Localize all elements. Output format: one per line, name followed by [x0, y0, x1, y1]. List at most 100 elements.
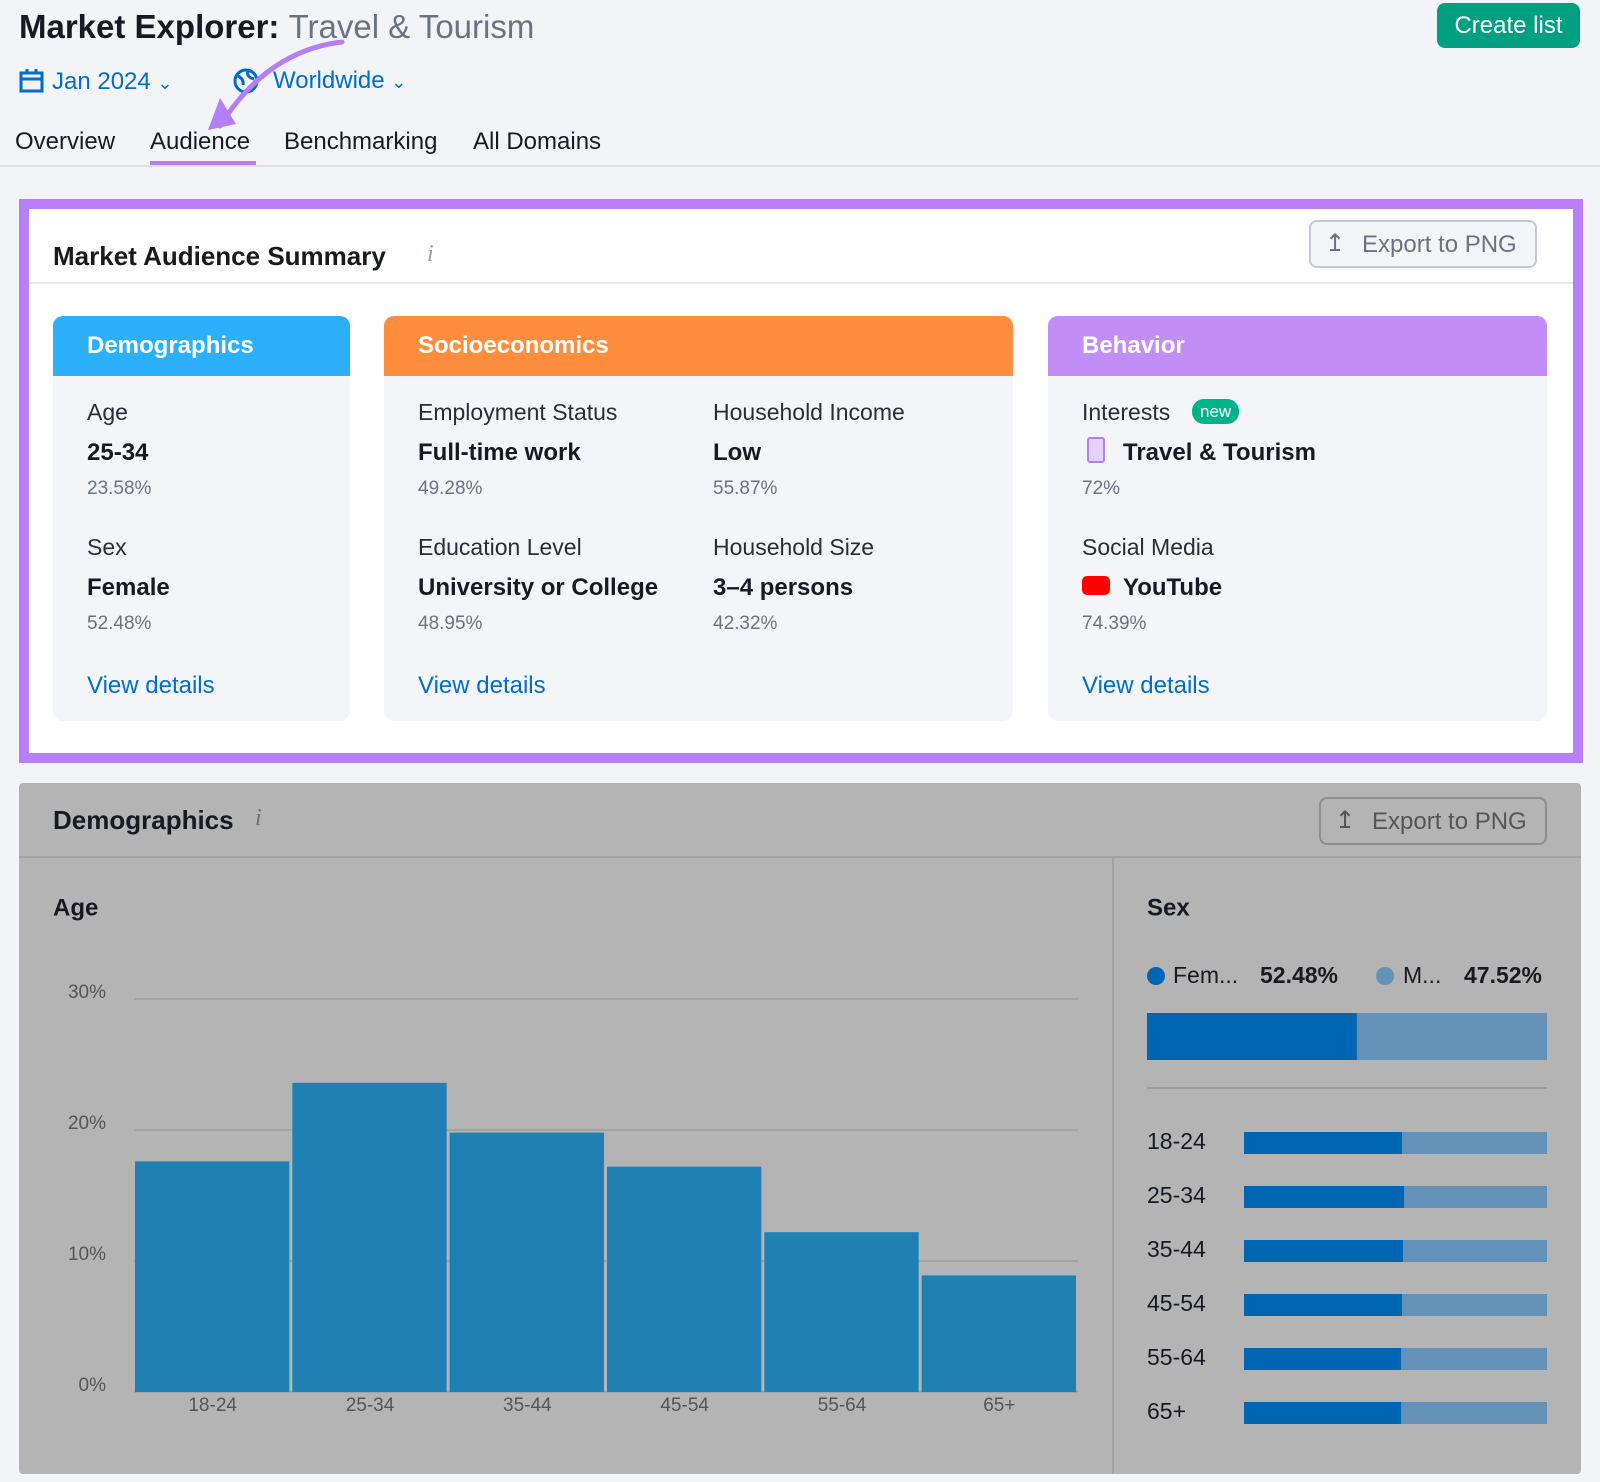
- row-bar-segment: [1401, 1348, 1547, 1370]
- row-label: 18-24: [1147, 1128, 1206, 1154]
- export-button[interactable]: ↥ Export to PNG: [1309, 220, 1537, 268]
- chart-title: Sex: [1147, 894, 1190, 921]
- row-bar-segment: [1244, 1402, 1402, 1424]
- row-bar-segment: [1404, 1186, 1547, 1208]
- info-icon: i: [427, 241, 434, 267]
- title-prefix: Market Explorer:: [19, 8, 280, 45]
- bar: [135, 1161, 290, 1392]
- info-icon: i: [255, 805, 262, 831]
- summary-panel: Market Audience Summary i ↥ Export to PNG…: [19, 199, 1583, 763]
- date: Jan 2024: [52, 68, 151, 95]
- row-label: 55-64: [1147, 1344, 1206, 1370]
- region-selector[interactable]: Worldwide ⌄: [273, 67, 407, 94]
- x-tick-label: 55-64: [818, 1395, 867, 1416]
- total-label: 52.48%: [1260, 962, 1338, 988]
- summary-card: Socioeconomics Employment Status Full-time…: [384, 316, 1013, 721]
- region: Worldwide: [273, 67, 385, 94]
- item-label: Sex: [87, 534, 127, 560]
- export-button[interactable]: ↥ Export to PNG: [1319, 797, 1547, 845]
- item-label: Education Level: [418, 534, 582, 560]
- row-bar-segment: [1244, 1294, 1403, 1316]
- item-label: Employment Status: [418, 399, 618, 425]
- card-title: Demographics: [53, 316, 350, 376]
- summary-card: Demographics Age 25-34 23.58% Sex Female 52.48…: [53, 316, 350, 721]
- x-tick-label: 18-24: [188, 1395, 237, 1416]
- item-label: Social Media: [1082, 534, 1214, 560]
- item-label: Household Income: [713, 399, 905, 425]
- summary-title: Market Audience Summary: [53, 241, 386, 271]
- page-title: Market Explorer: Travel & Tourism: [19, 10, 534, 43]
- chart-title: Age: [53, 894, 98, 921]
- row-bar-segment: [1244, 1240, 1404, 1262]
- tab[interactable]: Audience: [150, 128, 251, 155]
- row-bar-segment: [1401, 1402, 1547, 1424]
- card-title: Behavior: [1048, 316, 1547, 376]
- row-label: 35-44: [1147, 1236, 1206, 1262]
- item-value: YouTube: [1123, 574, 1223, 601]
- item-value: Female: [87, 574, 170, 601]
- x-tick-label: 45-54: [660, 1395, 709, 1416]
- item-value: 25-34: [87, 439, 149, 466]
- x-tick-label: 65+: [983, 1395, 1015, 1416]
- date-selector[interactable]: Jan 2024 ⌄: [52, 68, 173, 95]
- y-tick-label: 20%: [68, 1113, 106, 1134]
- item-value: University or College: [418, 574, 659, 601]
- item-percent: 48.95%: [418, 613, 483, 634]
- bar: [292, 1082, 447, 1392]
- divider: [19, 856, 1581, 858]
- item-value: Low: [713, 439, 761, 466]
- active-tab-underline: [150, 161, 256, 165]
- item-label: Household Size: [713, 534, 875, 560]
- export-label: Export to PNG: [1362, 231, 1517, 258]
- view-details-link[interactable]: View details: [418, 672, 546, 699]
- tab[interactable]: All Domains: [473, 128, 602, 155]
- x-tick-label: 25-34: [346, 1395, 395, 1416]
- legend-dot: [1147, 967, 1165, 985]
- item-percent: 74.39%: [1082, 613, 1147, 634]
- x-tick-label: 35-44: [503, 1395, 552, 1416]
- badge: new: [1192, 399, 1240, 424]
- view-details-link[interactable]: View details: [1082, 672, 1210, 699]
- legend-label: Fem...: [1173, 962, 1238, 988]
- view-details-link[interactable]: View details: [87, 672, 215, 699]
- card-title: Socioeconomics: [384, 316, 1013, 376]
- item-label: Age: [87, 399, 128, 425]
- item-value: Full-time work: [418, 439, 581, 466]
- divider: [29, 282, 1573, 284]
- calendar-icon: [19, 69, 44, 93]
- youtube-icon: [1082, 576, 1110, 595]
- row-bar-segment: [1244, 1186, 1405, 1208]
- row-label: 45-54: [1147, 1290, 1206, 1316]
- suitcase-icon: [1087, 437, 1105, 463]
- row-bar-segment: [1403, 1240, 1547, 1262]
- create-list-button[interactable]: Create list: [1437, 3, 1580, 48]
- row-bar-segment: [1402, 1294, 1547, 1316]
- item-value: 3–4 persons: [713, 574, 854, 601]
- item-percent: 52.48%: [87, 613, 152, 634]
- demographics-title: Demographics: [53, 805, 234, 835]
- y-tick-label: 30%: [68, 982, 106, 1003]
- export-label: Export to PNG: [1372, 808, 1527, 835]
- item-label: Interests: [1082, 399, 1171, 425]
- total-bar: [1147, 1013, 1357, 1060]
- y-tick-label: 10%: [68, 1244, 106, 1265]
- item-percent: 23.58%: [87, 478, 152, 499]
- bar: [921, 1275, 1076, 1392]
- row-bar-segment: [1244, 1132, 1403, 1154]
- item-percent: 49.28%: [418, 478, 483, 499]
- summary-card: Behavior Interests new Travel & Tourism 72% S…: [1048, 316, 1547, 721]
- row-bar-segment: [1244, 1348, 1402, 1370]
- tab[interactable]: Overview: [15, 128, 116, 155]
- bar: [607, 1166, 762, 1392]
- row-label: 65+: [1147, 1398, 1186, 1424]
- row-label: 25-34: [1147, 1182, 1206, 1208]
- total-bar: [1356, 1013, 1547, 1060]
- total-label: 47.52%: [1464, 962, 1542, 988]
- divider: [0, 165, 1600, 167]
- tab[interactable]: Benchmarking: [284, 128, 438, 155]
- item-value: Travel & Tourism: [1123, 439, 1316, 466]
- item-percent: 72%: [1082, 478, 1121, 499]
- bar: [449, 1132, 604, 1392]
